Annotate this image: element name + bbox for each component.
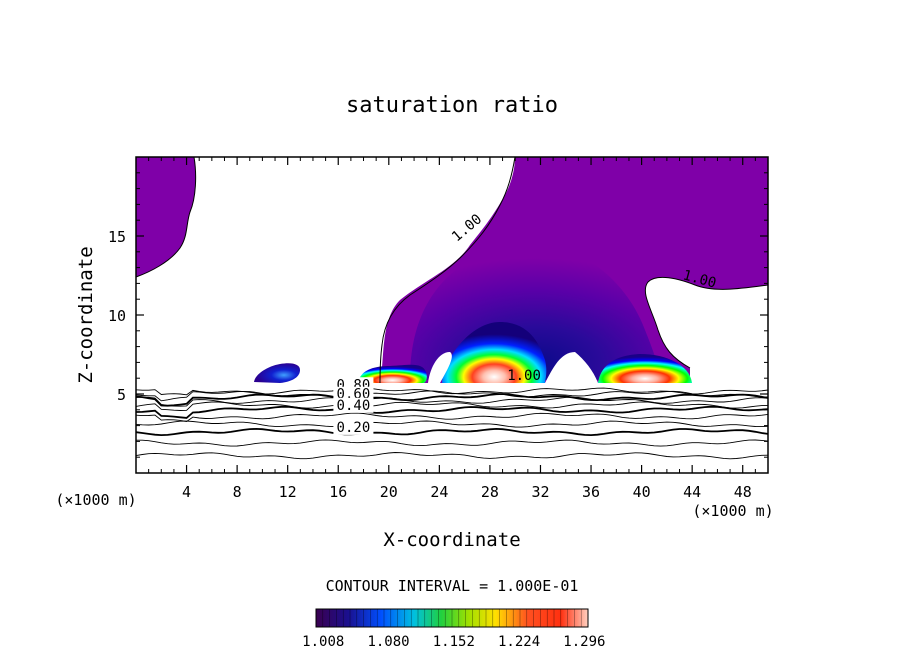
x-unit-left: (×1000 m) xyxy=(55,491,136,509)
gap-notch-1 xyxy=(428,352,452,383)
surface-contour-line xyxy=(136,439,768,447)
colorbar-tick-label: 1.296 xyxy=(563,634,605,650)
x-tick-label: 32 xyxy=(531,483,549,501)
surface-contour-line xyxy=(136,387,768,396)
surface-contour-line xyxy=(136,405,768,419)
cell-40km xyxy=(598,354,692,383)
surface-contour-line xyxy=(136,401,768,411)
surface-contour-line xyxy=(136,420,768,428)
surface-contour-line xyxy=(136,452,768,460)
x-tick-label: 36 xyxy=(582,483,600,501)
contour-label: 0.20 xyxy=(337,420,371,436)
contour-interval-text: CONTOUR INTERVAL = 1.000E-01 xyxy=(326,577,579,595)
x-tick-label: 20 xyxy=(380,483,398,501)
x-tick-label: 8 xyxy=(233,483,242,501)
contour-1-00-plume xyxy=(379,156,516,384)
x-tick-label: 24 xyxy=(430,483,448,501)
surface-contour-line xyxy=(136,393,768,407)
surface-contour-line xyxy=(136,396,768,407)
x-unit-right: (×1000 m) xyxy=(692,502,773,520)
x-tick-label: 16 xyxy=(329,483,347,501)
cell-20km xyxy=(358,364,427,383)
y-axis-label: Z-coordinate xyxy=(75,246,97,383)
x-tick-label: 12 xyxy=(279,483,297,501)
colorbar-tick-label: 1.080 xyxy=(367,634,409,650)
small-cell xyxy=(254,363,300,383)
colorbar-tick-label: 1.224 xyxy=(498,634,540,650)
x-axis-ticks: 4 8 12 16 20 24 28 32 36 40 44 48 xyxy=(148,157,756,501)
colorbar-tick-label: 1.152 xyxy=(433,634,475,650)
surface-contour-line xyxy=(136,412,768,422)
contour-label: 0.40 xyxy=(337,398,371,414)
contour-labels: 1.001.001.000.800.600.400.20 xyxy=(333,211,718,436)
y-tick-label: 15 xyxy=(108,228,126,246)
upper-left-patch xyxy=(136,157,196,277)
x-tick-label: 48 xyxy=(734,483,752,501)
colorbar-labels: 1.008 1.080 1.152 1.224 1.296 xyxy=(302,634,605,650)
y-tick-label: 10 xyxy=(108,307,126,325)
surface-contour-line xyxy=(136,427,768,437)
y-axis-ticks: 5 10 15 xyxy=(108,172,768,458)
contour-1-00-upper-left xyxy=(135,156,197,278)
contour-label-bg xyxy=(333,419,374,435)
x-tick-label: 4 xyxy=(182,483,191,501)
contour-field xyxy=(136,157,768,383)
x-tick-label: 40 xyxy=(633,483,651,501)
contour-1-00-right xyxy=(644,277,769,369)
contour-label-bg xyxy=(333,397,374,413)
contour-lines xyxy=(136,387,768,460)
cell-28km xyxy=(442,322,547,383)
y-tick-label: 5 xyxy=(117,386,126,404)
contour-label: 1.00 xyxy=(507,368,541,384)
x-tick-label: 28 xyxy=(481,483,499,501)
colorbar-dividers xyxy=(322,609,582,627)
x-axis-label: X-coordinate xyxy=(383,529,520,551)
chart-title: saturation ratio xyxy=(346,93,558,118)
x-tick-label: 44 xyxy=(683,483,701,501)
gap-notch-2 xyxy=(545,352,598,383)
colorbar-tick-label: 1.008 xyxy=(302,634,344,650)
